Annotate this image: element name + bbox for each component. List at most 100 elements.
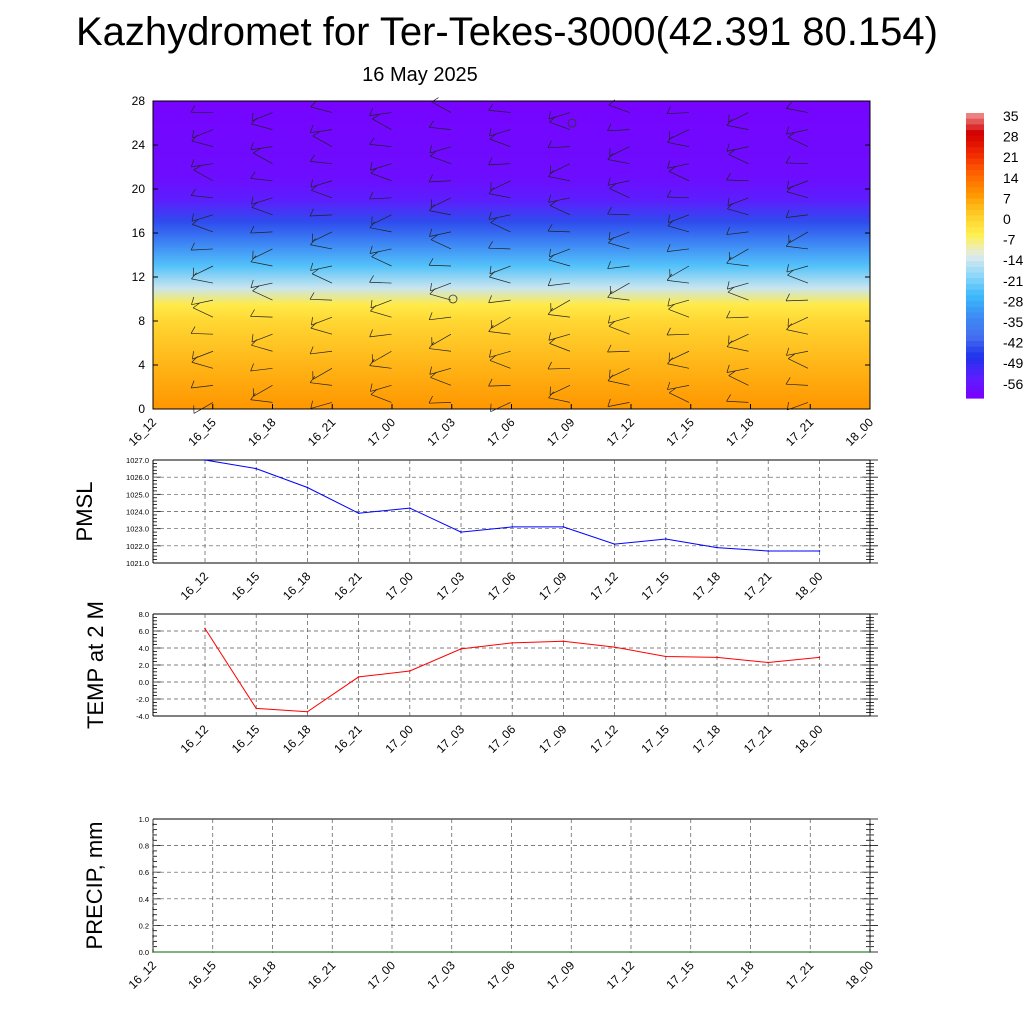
wind-barb-flag xyxy=(250,279,254,288)
data-point xyxy=(562,640,565,642)
wind-barb xyxy=(548,259,571,267)
wind-barb xyxy=(667,248,690,252)
wind-barb xyxy=(728,333,749,344)
y-tick-label: 16 xyxy=(132,226,146,240)
wind-barb xyxy=(667,333,690,336)
wind-barb-flag xyxy=(429,228,433,237)
y-tick-label: 0.2 xyxy=(139,921,149,930)
wind-barb-flag xyxy=(786,347,790,356)
wind-barb xyxy=(310,327,333,335)
x-tick-label: 16_21 xyxy=(305,415,339,449)
x-tick-label: 17_18 xyxy=(723,958,757,992)
wind-barb xyxy=(251,333,273,343)
wind-barb xyxy=(251,123,273,130)
wind-barb-flag xyxy=(667,298,670,307)
chart-title: Kazhydromet for Ter-Tekes-3000(42.391 80… xyxy=(76,10,938,54)
wind-barb xyxy=(370,299,392,309)
wind-barb xyxy=(550,163,571,174)
wind-barb xyxy=(607,129,630,132)
wind-barb xyxy=(667,299,690,307)
wind-barb xyxy=(548,367,571,370)
wind-barb-flag xyxy=(726,119,733,126)
x-tick-label: 17_18 xyxy=(690,722,724,756)
wind-barb xyxy=(726,179,749,182)
wind-barb xyxy=(669,265,690,278)
x-tick-label: 16_18 xyxy=(245,958,279,992)
y-tick-label: 2.0 xyxy=(139,661,149,670)
y-tick-label: 1024.0 xyxy=(126,508,149,517)
wind-barb-flag xyxy=(192,351,194,360)
colorbar-swatch xyxy=(966,152,984,160)
wind-barb xyxy=(369,197,392,200)
wind-barb xyxy=(312,231,333,242)
wind-barb-flag xyxy=(726,172,731,181)
wind-barb xyxy=(786,108,809,113)
wind-barb-flag xyxy=(428,341,435,349)
wind-barb xyxy=(370,172,392,182)
data-point xyxy=(511,642,513,644)
data-point xyxy=(689,951,692,953)
wind-barb xyxy=(667,385,690,390)
wind-barb-flag xyxy=(191,296,195,305)
colorbar-swatch xyxy=(966,386,984,393)
wind-barb-flag xyxy=(430,234,438,240)
wind-barb-flag xyxy=(549,337,556,344)
wind-barb xyxy=(430,155,452,165)
wind-barb-flag xyxy=(310,100,317,108)
x-tick-label: 17_18 xyxy=(723,415,757,449)
x-tick-label: 17_06 xyxy=(485,569,519,603)
wind-barb-flag xyxy=(549,386,551,395)
wind-barb-flag xyxy=(310,179,313,188)
wind-barb xyxy=(252,248,273,259)
wind-barb-flag xyxy=(190,105,196,113)
wind-barb-flag xyxy=(370,162,373,171)
wind-barb xyxy=(430,377,452,386)
colorbar-swatch xyxy=(966,301,984,308)
x-tick-label: 17_03 xyxy=(434,569,468,603)
wind-barb-flag xyxy=(667,357,673,364)
y-tick-label: 1.0 xyxy=(139,815,149,824)
y-tick-label: 24 xyxy=(132,138,146,152)
wind-barb-flag xyxy=(547,224,553,232)
wind-barb xyxy=(251,206,273,216)
colorbar-swatch xyxy=(966,318,984,325)
y-tick-label: 0.0 xyxy=(139,678,149,687)
wind-barb-flag xyxy=(666,273,673,281)
wind-barb xyxy=(607,402,630,407)
wind-barb xyxy=(549,385,571,395)
wind-barb-flag xyxy=(489,354,497,361)
wind-barb-flag xyxy=(607,177,611,186)
x-tick-label: 17_00 xyxy=(365,415,399,449)
wind-barb xyxy=(491,316,511,329)
wind-barb-flag xyxy=(309,346,314,355)
wind-barb xyxy=(609,188,630,199)
x-tick-label: 17_21 xyxy=(783,958,817,992)
x-tick-label: 17_00 xyxy=(382,569,416,603)
wind-barb xyxy=(490,222,511,233)
wind-barb xyxy=(191,195,214,199)
wind-barb-flag xyxy=(607,344,612,353)
y-tick-label: 8 xyxy=(138,314,145,328)
wind-barb xyxy=(429,293,452,301)
x-tick-label: 18_00 xyxy=(792,569,826,603)
wind-barb xyxy=(252,290,273,301)
colorbar-swatch xyxy=(966,312,984,319)
wind-barb-flag xyxy=(787,318,789,327)
colorbar-swatch xyxy=(966,181,984,188)
wind-barb xyxy=(727,197,749,207)
wind-barb xyxy=(250,367,273,372)
x-tick-label: 17_09 xyxy=(536,722,570,756)
wind-barb-flag xyxy=(548,194,552,203)
x-tick-label: 16_18 xyxy=(245,415,279,449)
data-point xyxy=(211,951,214,953)
y-tick-label: 1021.0 xyxy=(126,559,149,568)
data-point xyxy=(613,646,616,648)
colorbar-swatch xyxy=(966,232,984,239)
colorbar-swatch xyxy=(966,289,984,296)
wind-barb xyxy=(310,214,333,217)
wind-barb-flag xyxy=(252,285,260,292)
wind-barb-flag xyxy=(250,225,255,234)
wind-barb-flag xyxy=(428,174,433,183)
x-tick-label: 16_21 xyxy=(331,569,365,603)
wind-barb xyxy=(369,281,392,284)
